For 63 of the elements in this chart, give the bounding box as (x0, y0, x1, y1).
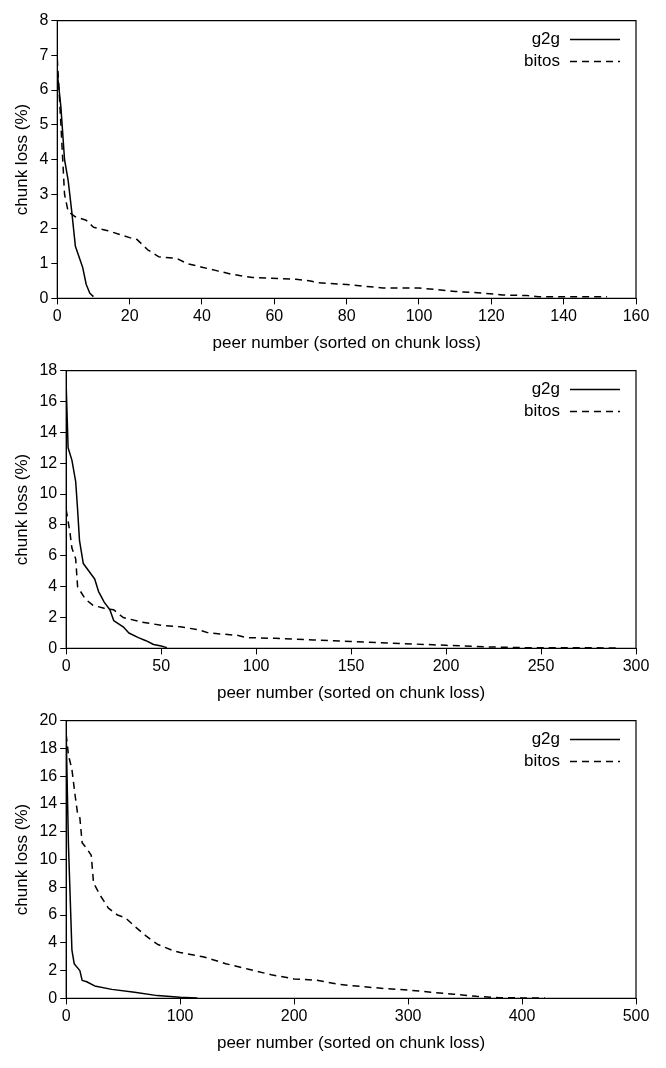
x-axis-title: peer number (sorted on chunk loss) (212, 333, 481, 353)
y-tick-label: 10 (39, 849, 58, 867)
x-tick-label: 20 (120, 307, 139, 325)
x-tick-label: 40 (193, 307, 211, 325)
y-tick-label: 16 (39, 766, 58, 784)
y-tick-label: 4 (39, 149, 49, 167)
y-axis-title: chunk loss (%) (11, 453, 31, 566)
y-tick-label: 18 (39, 361, 58, 379)
x-tick-label: 200 (280, 1007, 308, 1025)
y-tick-label: 2 (48, 607, 58, 625)
y-tick-label: 2 (39, 219, 49, 237)
y-tick-label: 12 (39, 453, 58, 471)
y-tick-label: 6 (48, 905, 58, 923)
y-tick-label: 12 (39, 822, 58, 840)
legend-label: g2g (531, 379, 560, 399)
x-tick-label: 80 (337, 307, 356, 325)
x-tick-label: 100 (242, 657, 270, 675)
y-tick-label: 16 (39, 391, 58, 409)
x-tick-label: 200 (432, 657, 460, 675)
legend-label: bitos (524, 751, 560, 771)
y-tick-label: 6 (48, 546, 58, 564)
legend-label: g2g (531, 729, 560, 749)
x-tick-label: 120 (477, 307, 505, 325)
x-tick-label: 100 (405, 307, 433, 325)
y-tick-label: 8 (48, 877, 58, 895)
y-tick-label: 1 (39, 254, 49, 272)
x-axis-title: peer number (sorted on chunk loss) (216, 683, 486, 703)
x-tick-label: 50 (152, 657, 171, 675)
y-tick-label: 3 (39, 184, 49, 202)
y-tick-label: 4 (48, 933, 58, 951)
x-tick-label: 60 (265, 307, 284, 325)
x-tick-label: 250 (527, 657, 555, 675)
x-tick-label: 400 (508, 1007, 536, 1025)
x-tick-label: 100 (166, 1007, 194, 1025)
y-tick-label: 6 (39, 80, 49, 98)
y-tick-label: 4 (48, 577, 58, 595)
y-tick-label: 8 (48, 515, 58, 533)
y-tick-label: 8 (39, 11, 49, 29)
y-tick-label: 7 (39, 45, 49, 63)
y-tick-label: 2 (48, 961, 58, 979)
y-tick-label: 14 (39, 422, 58, 440)
y-axis-title: chunk loss (%) (11, 103, 31, 216)
x-tick-label: 500 (622, 1007, 650, 1025)
y-tick-label: 0 (48, 638, 58, 656)
y-axis-title: chunk loss (%) (11, 803, 31, 916)
x-tick-label: 300 (394, 1007, 422, 1025)
y-tick-label: 18 (39, 738, 58, 756)
y-tick-label: 10 (39, 484, 58, 502)
y-tick-label: 0 (39, 288, 49, 306)
legend-label: bitos (524, 401, 560, 421)
legend-label: bitos (524, 51, 560, 71)
x-axis-title: peer number (sorted on chunk loss) (216, 1033, 486, 1053)
y-tick-label: 14 (39, 794, 58, 812)
y-tick-label: 0 (48, 988, 58, 1006)
y-tick-label: 5 (39, 115, 49, 133)
x-tick-label: 0 (61, 657, 71, 675)
y-tick-label: 20 (39, 711, 58, 729)
x-tick-label: 300 (622, 657, 650, 675)
x-tick-label: 0 (61, 1007, 71, 1025)
x-tick-label: 150 (337, 657, 365, 675)
x-tick-label: 160 (622, 307, 650, 325)
legend-label: g2g (531, 29, 560, 49)
x-tick-label: 140 (550, 307, 578, 325)
